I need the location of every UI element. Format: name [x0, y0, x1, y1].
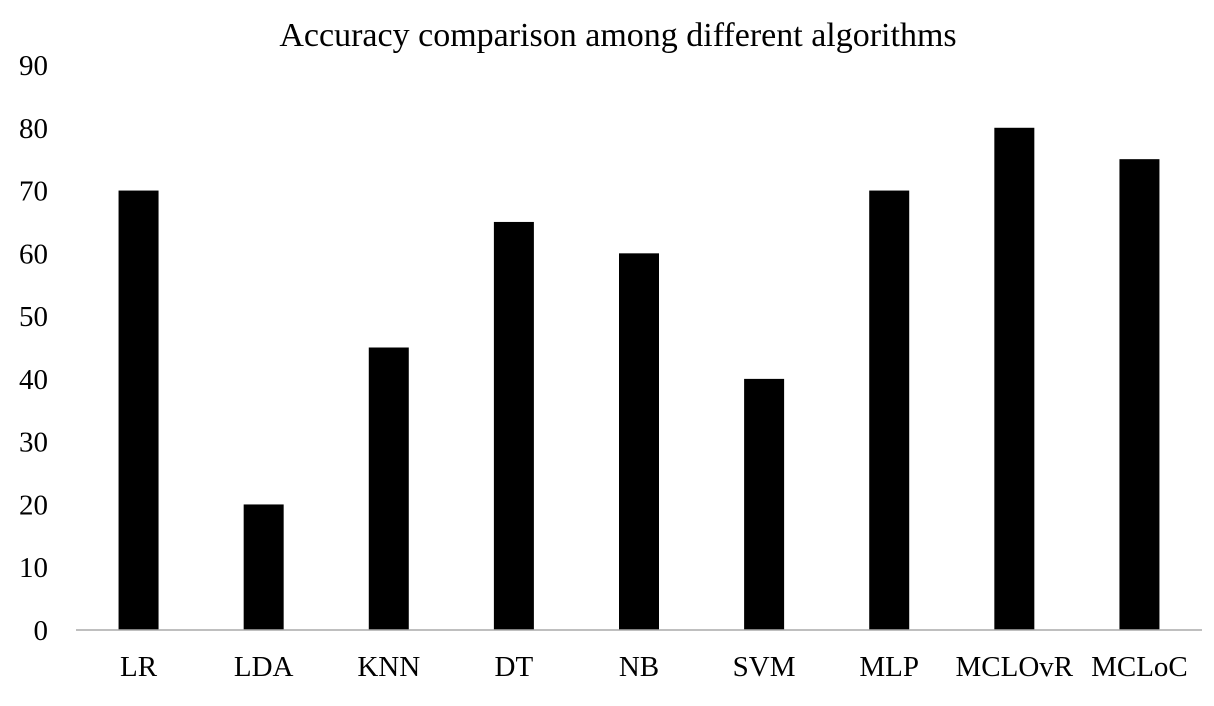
x-tick-label-svm: SVM [733, 651, 796, 683]
y-tick-label: 30 [19, 427, 48, 459]
x-tick-label-knn: KNN [357, 651, 420, 683]
bars [118, 127, 1160, 631]
x-tick-label-dt: DT [495, 651, 534, 683]
x-axis-labels: LR LDA KNN DT NB SVM MLP MCLOvR MCLoC [120, 651, 1188, 683]
chart-title: Accuracy comparison among different algo… [279, 17, 956, 54]
bar-dt [493, 221, 534, 630]
bar-nb [619, 253, 659, 631]
bar-knn [368, 347, 409, 630]
x-tick-label-lr: LR [120, 651, 158, 683]
bar-mclovr [994, 127, 1035, 631]
bar-lr [118, 190, 159, 631]
x-tick-label-mlp: MLP [859, 651, 919, 683]
y-tick-label: 90 [19, 50, 48, 82]
x-tick-label-mcloc: MCLoC [1091, 651, 1188, 683]
y-tick-label: 40 [19, 364, 48, 396]
y-tick-label: 10 [19, 552, 48, 584]
bar-mlp [869, 190, 910, 631]
y-tick-label: 70 [19, 176, 48, 208]
bar-mcloc [1119, 159, 1160, 630]
y-tick-label: 60 [19, 238, 48, 270]
x-tick-label-mclovr: MCLOvR [956, 651, 1074, 683]
y-tick-label: 80 [19, 113, 48, 145]
y-tick-label: 0 [34, 615, 49, 647]
y-axis-ticks: 0 10 20 30 40 50 60 70 80 90 [19, 50, 48, 647]
y-tick-label: 20 [19, 489, 48, 521]
bar-svm [744, 378, 785, 630]
y-tick-label: 50 [19, 301, 48, 333]
x-tick-label-nb: NB [619, 651, 659, 683]
x-tick-label-lda: LDA [234, 651, 294, 683]
bar-lda [243, 504, 284, 630]
